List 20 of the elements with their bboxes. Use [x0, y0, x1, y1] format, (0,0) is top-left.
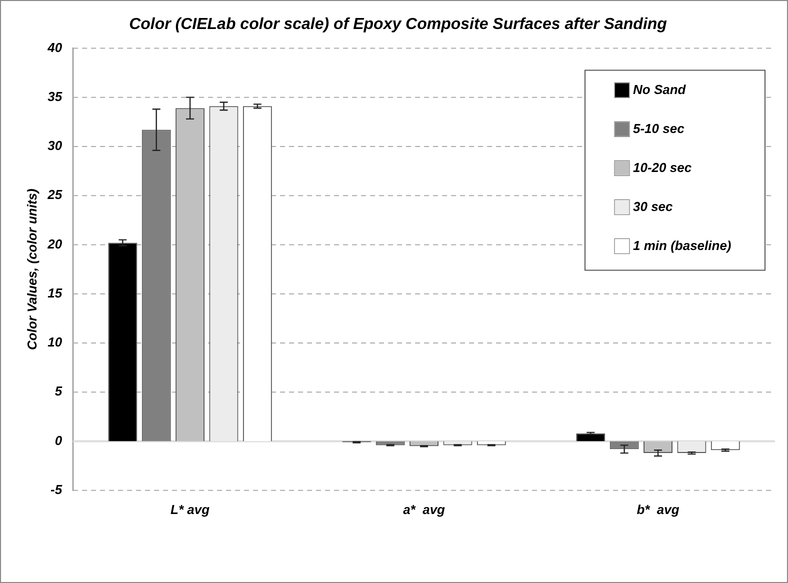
legend-label: 1 min (baseline): [633, 238, 732, 253]
x-tick-label: b* avg: [636, 502, 680, 517]
chart-title: Color (CIELab color scale) of Epoxy Composite Surfaces after Sanding: [129, 16, 668, 34]
x-tick-label: L* avg: [170, 502, 210, 517]
y-tick-label: 0: [54, 432, 63, 448]
y-tick-label: 5: [54, 384, 63, 399]
y-tick-label: 20: [46, 236, 63, 252]
x-tick-label: a* avg: [403, 502, 446, 517]
legend-label: 10-20 sec: [633, 160, 692, 175]
y-tick-label: 25: [46, 187, 63, 202]
y-tick-label: 10: [48, 334, 63, 350]
y-tick-label: 15: [48, 285, 63, 300]
y-tick-label: 30: [48, 138, 63, 154]
y-axis-title: Color Values, (color units): [24, 188, 40, 350]
legend-label: 30 sec: [633, 198, 674, 214]
legend-label: 5-10 sec: [633, 120, 686, 136]
legend-label: No Sand: [633, 82, 687, 97]
y-tick-label: 35: [48, 88, 63, 104]
y-tick-label: 40: [46, 40, 63, 55]
y-tick-label: -5: [50, 482, 63, 497]
